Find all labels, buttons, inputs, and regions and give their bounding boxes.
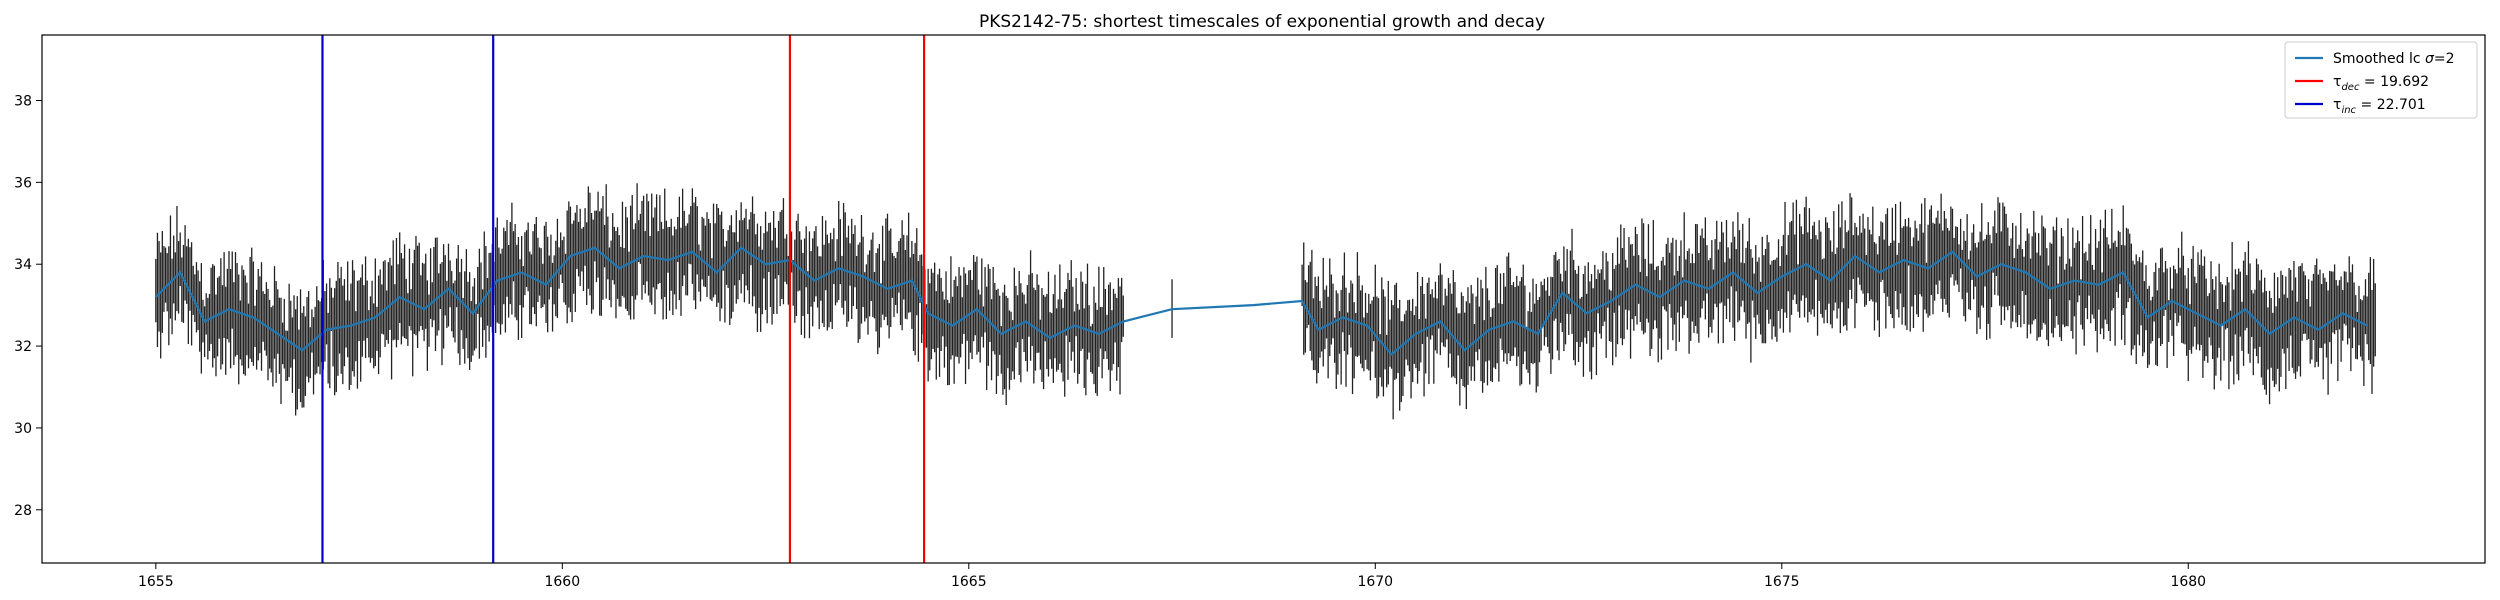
x-tick-label: 1680 [2170, 574, 2206, 590]
legend-label: Smoothed lc σ=2 [2333, 51, 2455, 67]
chart-title: PKS2142-75: shortest timescales of expon… [979, 12, 1545, 32]
x-tick-label: 1660 [544, 574, 580, 590]
legend-label: τinc = 22.701 [2333, 97, 2426, 116]
x-tick-label: 1665 [951, 574, 987, 590]
error-bars [155, 183, 2376, 420]
plot-area [155, 35, 2376, 563]
smoothed-lc-line [155, 246, 2368, 356]
y-tick-label: 28 [14, 503, 32, 519]
y-tick-label: 30 [14, 421, 32, 437]
x-tick-label: 1675 [1764, 574, 1800, 590]
y-tick-label: 36 [14, 175, 32, 191]
legend: Smoothed lc σ=2 τdec = 19.692 τinc = 22.70… [2284, 41, 2478, 119]
y-tick-label: 34 [14, 257, 32, 273]
legend-box [2284, 41, 2478, 119]
y-tick-label: 32 [14, 339, 32, 355]
y-tick-label: 38 [14, 93, 32, 109]
x-tick-label: 1655 [138, 574, 174, 590]
axes-frame [41, 34, 2486, 564]
legend-label: τdec = 19.692 [2333, 74, 2429, 93]
x-tick-label: 1670 [1357, 574, 1393, 590]
axes: 1655 1660 1665 1670 1675 1680 28 30 32 34 36 38 [14, 34, 2486, 590]
